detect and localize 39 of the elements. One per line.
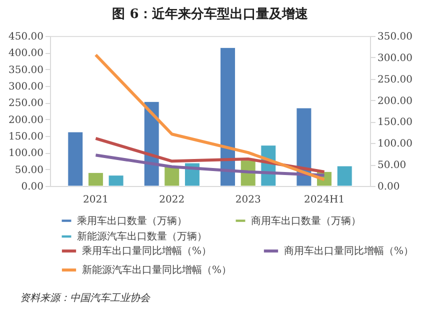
bar <box>68 132 84 186</box>
y-tick-label: 100.00 <box>8 148 44 160</box>
y-tick-label: 300.00 <box>8 82 44 92</box>
bar <box>164 166 180 186</box>
line-series <box>94 53 326 182</box>
y-tick-label: 450.00 <box>8 32 44 42</box>
bar <box>336 166 352 186</box>
legend-label: 商用车出口量同比增幅（%） <box>284 245 414 257</box>
y-tick-label: 400.00 <box>8 48 44 60</box>
bar <box>220 47 236 186</box>
y-tick-label: 150.00 <box>8 132 44 142</box>
line-series <box>94 136 326 174</box>
chart-title: 图 6：近年来分车型出口量及增速 <box>112 6 309 22</box>
line-series <box>94 154 326 177</box>
legend-label: 新能源汽车出口数量（万辆） <box>77 230 207 242</box>
y-tick-label: 0.00 <box>21 182 44 192</box>
y2-tick-label: 300.00 <box>378 52 412 64</box>
y-tick-label: 250.00 <box>8 98 44 110</box>
x-tick-label: 2022 <box>159 194 185 206</box>
y2-tick-label: 350.00 <box>378 32 412 42</box>
y2-tick-label: 250.00 <box>378 74 412 86</box>
x-tick-label: 2023 <box>235 194 261 206</box>
y-tick-label: 350.00 <box>8 64 44 76</box>
y2-tick-label: 200.00 <box>378 96 412 107</box>
y2-tick-label: 0.00 <box>378 182 400 192</box>
bar <box>108 175 124 186</box>
y-tick-label: 200.00 <box>8 114 44 126</box>
text: 资料来源：中国汽车工业协会 <box>20 292 151 304</box>
legend-label: 乘用车出口量同比增幅（%） <box>82 245 212 257</box>
x-tick-label: 2021 <box>82 194 108 206</box>
legend-label: 新能源汽车出口量同比增幅（%） <box>82 264 232 276</box>
y2-tick-label: 100.00 <box>378 138 412 150</box>
y2-tick-label: 150.00 <box>378 117 412 128</box>
y2-tick-label: 50.00 <box>378 160 406 172</box>
x-tick-label: 2024H1 <box>304 194 345 206</box>
bar <box>88 172 104 186</box>
legend-label: 乘用车出口数量（万辆） <box>77 214 187 227</box>
legend-label: 商用车出口数量（万辆） <box>251 214 361 227</box>
y-tick-label: 50.00 <box>14 164 44 176</box>
